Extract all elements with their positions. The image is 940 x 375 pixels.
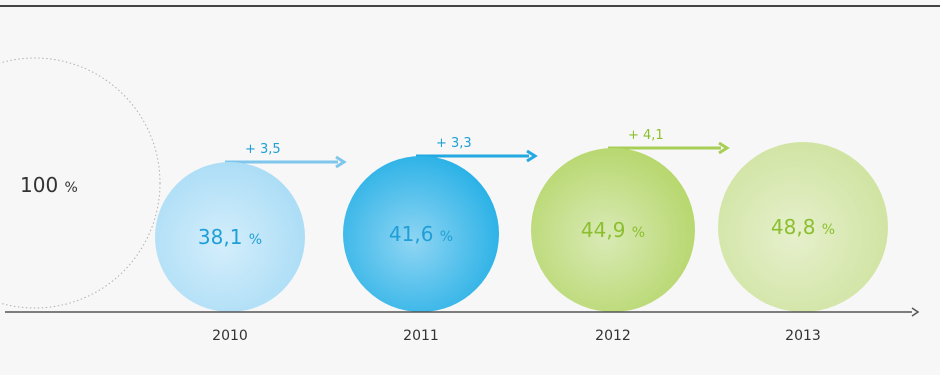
bubble-2013: [718, 142, 888, 312]
bubble-value-number: 41,6: [389, 222, 440, 246]
bubble-value-unit: %: [249, 232, 262, 248]
x-tick-label-2011: 2011: [403, 328, 439, 344]
bubble-value-2012: 44,9 %: [581, 218, 645, 242]
x-tick-label-2010: 2010: [212, 328, 248, 344]
bubble-value-2013: 48,8 %: [771, 215, 835, 239]
bubble-value-unit: %: [822, 222, 835, 238]
bubble-value-number: 48,8: [771, 215, 822, 239]
bubble-value-number: 38,1: [198, 225, 249, 249]
bubble-value-unit: %: [440, 229, 453, 245]
baseline-group: 100 %: [0, 57, 161, 309]
x-axis-arrowhead: [911, 307, 920, 317]
bubble-2011: [343, 156, 499, 312]
baseline-value: 100: [20, 173, 65, 197]
delta-label-2012-2013: + 4,1: [628, 128, 664, 143]
axis-group: 2010 2011 2012 2013: [5, 307, 920, 344]
bubble-value-2011: 41,6 %: [389, 222, 453, 246]
arrows-group: + 3,5 + 3,3 + 4,1: [225, 128, 730, 169]
baseline-label: 100 %: [20, 173, 78, 197]
bubble-value-2010: 38,1 %: [198, 225, 262, 249]
baseline-circle: [0, 57, 161, 309]
delta-arrowhead-2012-2013: [718, 141, 730, 155]
bubble-2012: [531, 148, 695, 312]
delta-label-2010-2011: + 3,5: [245, 142, 281, 157]
bubbles-group: 38,1 % 41,6 % 44,9 % 48,8 %: [155, 142, 888, 312]
baseline-unit: %: [65, 180, 78, 196]
x-tick-label-2012: 2012: [595, 328, 631, 344]
bubble-2010: [155, 162, 305, 312]
delta-arrowhead-2010-2011: [335, 155, 347, 169]
bubble-value-unit: %: [632, 225, 645, 241]
delta-arrowhead-2011-2012: [526, 149, 538, 163]
bubble-value-number: 44,9: [581, 218, 632, 242]
x-tick-label-2013: 2013: [785, 328, 821, 344]
delta-label-2011-2012: + 3,3: [436, 136, 472, 151]
